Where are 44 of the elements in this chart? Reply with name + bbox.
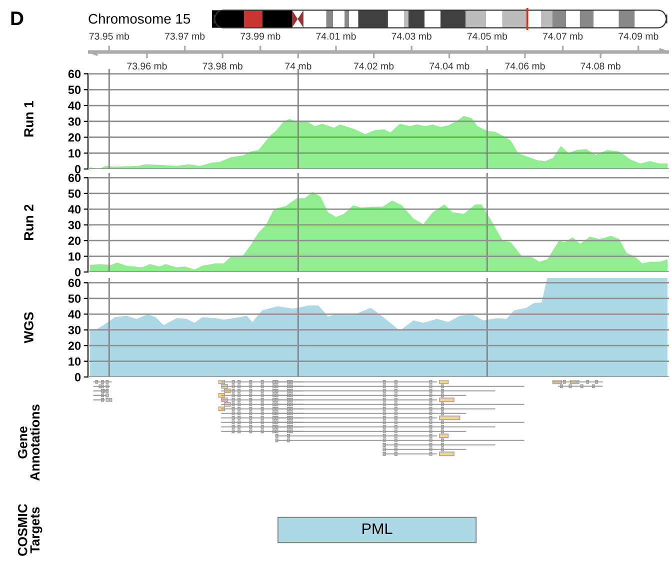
y-tick-label: 40 [68, 205, 81, 214]
y-tick-label: 40 [68, 310, 81, 319]
y-tick-label: 50 [68, 294, 81, 303]
y-tick-label: 20 [68, 236, 81, 245]
y-tick-label: 30 [68, 117, 81, 126]
y-tick-label: 0 [74, 373, 81, 382]
x-tick-label: 73.98 mb [202, 62, 242, 70]
x-tick-label: 74.02 mb [354, 62, 394, 70]
text: Chromosome 15 [88, 14, 190, 24]
y-axis-title: Run 1 [24, 101, 34, 136]
x-tick-label: 74 mb [285, 62, 312, 70]
text: PML [362, 523, 392, 534]
y-tick-label: 0 [74, 165, 81, 174]
y-tick-label: 30 [68, 326, 81, 334]
y-tick-label: 30 [68, 220, 81, 230]
x2-tick-label: 74.05 mb [467, 32, 508, 40]
x-tick-label: 74.04 mb [430, 62, 470, 70]
y-tick-label: 50 [68, 189, 81, 198]
y-tick-label: 0 [74, 268, 81, 276]
y-tick-label: 50 [68, 86, 81, 94]
y-tick-label: 60 [68, 278, 81, 288]
text: Gene Annotations [18, 404, 40, 481]
y-tick-label: 10 [68, 357, 81, 366]
x-tick-label: 74.08 mb [580, 62, 620, 70]
y-tick-label: 60 [68, 174, 81, 182]
y-tick-label: 20 [68, 133, 81, 142]
text: D [11, 12, 24, 26]
x2-tick-label: 73.95 mb [89, 32, 130, 40]
y-axis-title: Run 2 [24, 204, 34, 240]
y-tick-label: 60 [68, 70, 81, 78]
x-tick-label: 74.06 mb [505, 62, 545, 70]
x2-tick-label: 73.99 mb [240, 32, 280, 40]
x2-tick-label: 74.09 mb [618, 32, 658, 40]
x-tick-label: 73.96 mb [127, 62, 167, 70]
y-tick-label: 10 [68, 252, 81, 261]
y-tick-label: 10 [68, 149, 81, 158]
y-tick-label: 40 [68, 102, 81, 110]
y-axis-title: WGS [24, 312, 34, 344]
x2-tick-label: 74.07 mb [543, 32, 583, 40]
text: COSMIC Targets [18, 504, 42, 556]
x2-tick-label: 74.01 mb [316, 32, 356, 40]
x2-tick-label: 73.97 mb [165, 32, 205, 40]
y-tick-label: 20 [68, 342, 81, 350]
x2-tick-label: 74.03 mb [392, 32, 432, 40]
